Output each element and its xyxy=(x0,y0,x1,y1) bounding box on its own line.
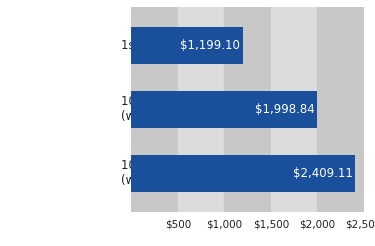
Bar xyxy=(178,7,224,212)
Bar xyxy=(317,7,364,212)
Bar xyxy=(131,7,178,212)
Bar xyxy=(131,91,317,128)
Text: $1,199.10: $1,199.10 xyxy=(180,39,240,52)
Bar xyxy=(224,7,271,212)
Bar xyxy=(271,7,317,212)
Text: $2,409.11: $2,409.11 xyxy=(292,167,352,180)
Bar xyxy=(131,155,355,192)
Text: $1,998.84: $1,998.84 xyxy=(255,103,314,116)
Bar xyxy=(131,27,243,64)
